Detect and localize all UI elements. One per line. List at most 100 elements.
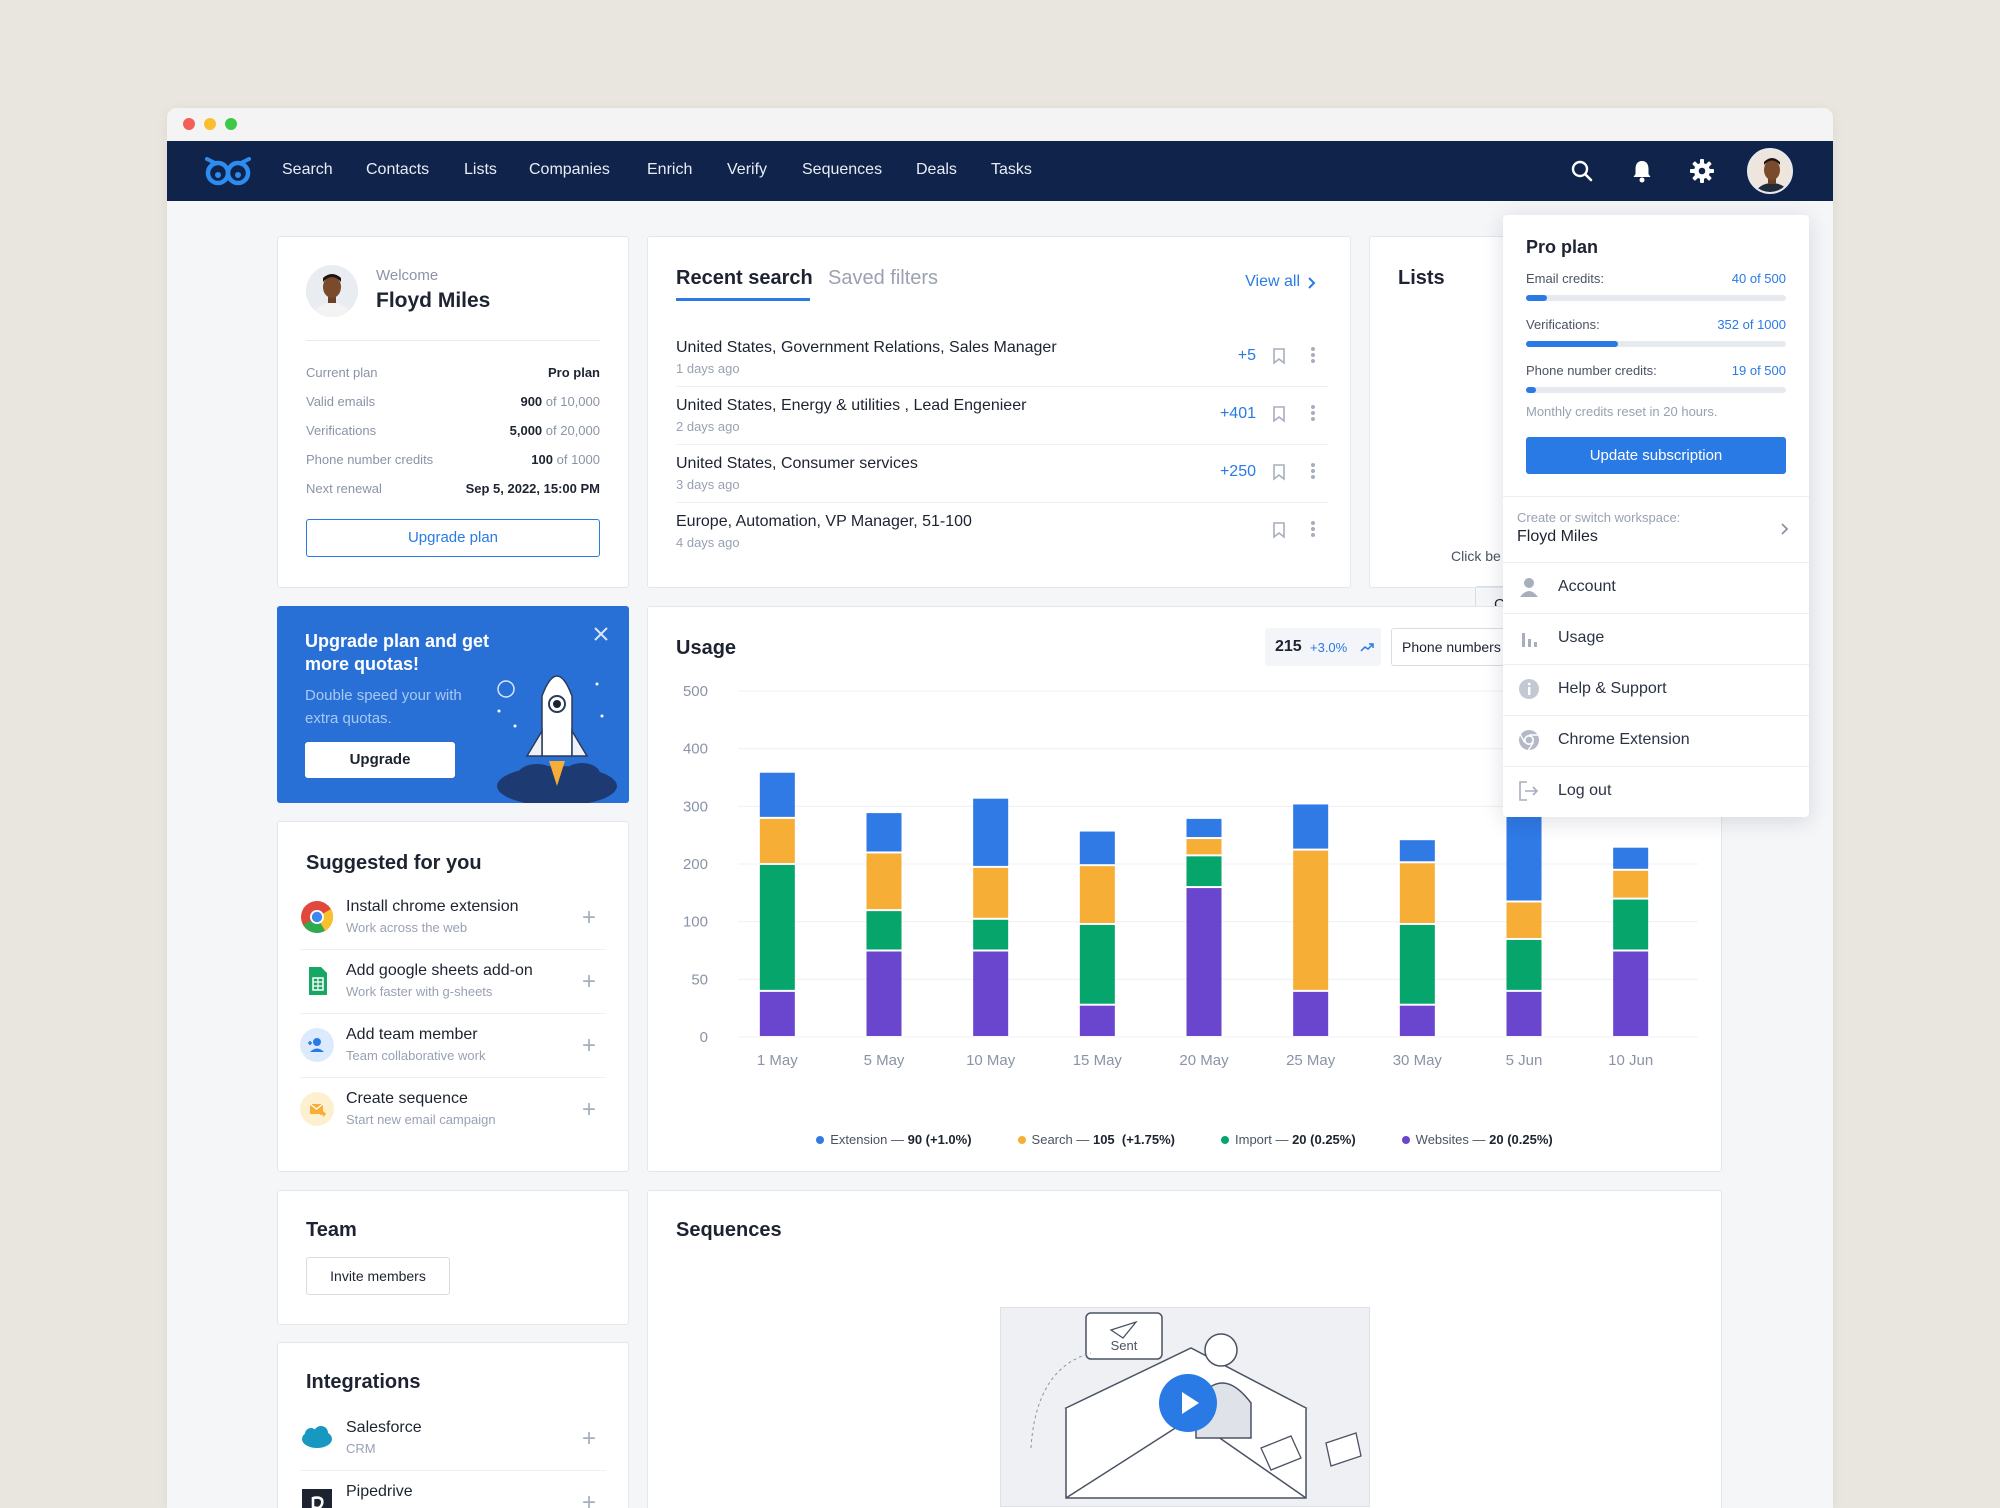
bar-segment-extension[interactable]	[1399, 840, 1435, 862]
bar-segment-search[interactable]	[1399, 863, 1435, 923]
add-icon[interactable]: +	[581, 904, 596, 931]
bar-segment-extension[interactable]	[1506, 810, 1542, 901]
bar-segment-websites[interactable]	[1506, 991, 1542, 1036]
tab-recent-search[interactable]: Recent search	[676, 267, 813, 289]
suggested-item[interactable]: Add google sheets add-on Work faster wit…	[300, 950, 606, 1014]
bar-segment-import[interactable]	[1506, 939, 1542, 990]
bar-segment-search[interactable]	[759, 818, 795, 863]
update-subscription-button[interactable]: Update subscription	[1526, 437, 1786, 474]
bar-segment-search[interactable]	[866, 853, 902, 910]
suggested-card: Suggested for you Install chrome extensi…	[277, 821, 629, 1172]
integration-item[interactable]: Salesforce CRM +	[300, 1407, 606, 1471]
settings-gear-icon[interactable]	[1688, 157, 1716, 185]
recent-search-row[interactable]: United States, Consumer services 3 days …	[676, 445, 1328, 503]
view-all-link[interactable]: View all	[1245, 273, 1300, 290]
nav-deals[interactable]: Deals	[916, 161, 957, 178]
y-tick-label: 300	[683, 798, 708, 815]
legend-dot	[1221, 1136, 1229, 1144]
menu-item-help-support[interactable]: Help & Support	[1503, 664, 1809, 715]
menu-item-chrome-extension[interactable]: Chrome Extension	[1503, 715, 1809, 766]
more-options-icon[interactable]	[1310, 403, 1316, 423]
bar-segment-search[interactable]	[1293, 850, 1329, 990]
welcome-greeting: Welcome	[376, 267, 439, 284]
suggested-item[interactable]: Install chrome extension Work across the…	[300, 886, 606, 950]
bar-segment-websites[interactable]	[1186, 888, 1222, 1036]
bar-segment-import[interactable]	[973, 919, 1009, 950]
app-logo-icon[interactable]	[203, 153, 253, 189]
bar-segment-import[interactable]	[759, 865, 795, 990]
tab-saved-filters[interactable]: Saved filters	[828, 267, 939, 289]
bar-segment-websites[interactable]	[1613, 951, 1649, 1037]
menu-item-usage[interactable]: Usage	[1503, 613, 1809, 664]
notification-bell-icon[interactable]	[1628, 157, 1656, 185]
bar-segment-extension[interactable]	[759, 772, 795, 817]
more-options-icon[interactable]	[1310, 345, 1316, 365]
invite-members-button[interactable]: Invite members	[306, 1257, 450, 1295]
maximize-window-button[interactable]	[225, 118, 237, 130]
recent-search-row[interactable]: United States, Government Relations, Sal…	[676, 329, 1328, 387]
suggested-item[interactable]: Add team member Team collaborative work …	[300, 1014, 606, 1078]
bar-segment-extension[interactable]	[973, 798, 1009, 866]
user-avatar[interactable]	[1747, 148, 1793, 194]
bookmark-icon[interactable]	[1272, 347, 1286, 365]
suggested-item[interactable]: Create sequence Start new email campaign…	[300, 1078, 606, 1142]
nav-contacts[interactable]: Contacts	[366, 161, 430, 178]
menu-item-log-out[interactable]: Log out	[1503, 766, 1809, 817]
bar-segment-extension[interactable]	[1613, 847, 1649, 869]
add-icon[interactable]: +	[581, 968, 596, 995]
bookmark-icon[interactable]	[1272, 521, 1286, 539]
more-options-icon[interactable]	[1310, 519, 1316, 539]
more-options-icon[interactable]	[1310, 461, 1316, 481]
bar-segment-extension[interactable]	[1293, 804, 1329, 849]
search-icon[interactable]	[1568, 157, 1596, 185]
bar-segment-websites[interactable]	[1079, 1005, 1115, 1036]
bar-segment-websites[interactable]	[866, 951, 902, 1037]
recent-search-row[interactable]: Europe, Automation, VP Manager, 51-100 4…	[676, 503, 1328, 561]
integrations-card: Integrations Salesforce CRM + Pipedrive …	[277, 1342, 629, 1508]
bar-segment-search[interactable]	[1186, 839, 1222, 855]
add-icon[interactable]: +	[581, 1425, 596, 1452]
upgrade-plan-button[interactable]: Upgrade plan	[306, 519, 600, 557]
bar-segment-search[interactable]	[1613, 870, 1649, 898]
x-tick-label: 10 Jun	[1608, 1052, 1653, 1069]
add-icon[interactable]: +	[581, 1096, 596, 1123]
nav-enrich[interactable]: Enrich	[647, 161, 693, 178]
bookmark-icon[interactable]	[1272, 405, 1286, 423]
switch-workspace-row[interactable]: Create or switch workspace: Floyd Miles	[1503, 496, 1809, 562]
bar-segment-websites[interactable]	[759, 991, 795, 1036]
nav-tasks[interactable]: Tasks	[991, 161, 1032, 178]
close-icon[interactable]	[593, 626, 609, 642]
bookmark-icon[interactable]	[1272, 463, 1286, 481]
nav-search[interactable]: Search	[282, 161, 333, 178]
add-icon[interactable]: +	[581, 1032, 596, 1059]
menu-item-account[interactable]: Account	[1503, 562, 1809, 613]
nav-companies[interactable]: Companies	[529, 161, 610, 178]
nav-verify[interactable]: Verify	[727, 161, 768, 178]
bar-segment-websites[interactable]	[1399, 1005, 1435, 1036]
bar-segment-import[interactable]	[1186, 856, 1222, 887]
minimize-window-button[interactable]	[204, 118, 216, 130]
bar-segment-search[interactable]	[973, 867, 1009, 918]
bar-segment-websites[interactable]	[973, 951, 1009, 1037]
bar-segment-search[interactable]	[1506, 902, 1542, 938]
bar-segment-import[interactable]	[1613, 899, 1649, 950]
play-video-icon[interactable]	[1159, 1374, 1217, 1432]
nav-lists[interactable]: Lists	[464, 161, 497, 178]
bar-segment-websites[interactable]	[1293, 991, 1329, 1036]
bar-segment-search[interactable]	[1079, 866, 1115, 923]
nav-sequences[interactable]: Sequences	[802, 161, 883, 178]
bar-segment-extension[interactable]	[1079, 831, 1115, 865]
close-window-button[interactable]	[183, 118, 195, 130]
promo-upgrade-button[interactable]: Upgrade	[305, 742, 455, 778]
integration-item[interactable]: Pipedrive +	[300, 1471, 606, 1508]
chevron-right-icon[interactable]	[1306, 276, 1316, 290]
bar-segment-import[interactable]	[866, 911, 902, 950]
recent-search-row[interactable]: United States, Energy & utilities , Lead…	[676, 387, 1328, 445]
sequences-video-thumbnail[interactable]: Sent	[1000, 1307, 1370, 1507]
bar-segment-import[interactable]	[1399, 924, 1435, 1004]
bar-segment-extension[interactable]	[866, 813, 902, 852]
email-credits-label: Email credits:	[1526, 271, 1605, 286]
bar-segment-extension[interactable]	[1186, 818, 1222, 838]
add-icon[interactable]: +	[581, 1489, 596, 1508]
bar-segment-import[interactable]	[1079, 924, 1115, 1004]
